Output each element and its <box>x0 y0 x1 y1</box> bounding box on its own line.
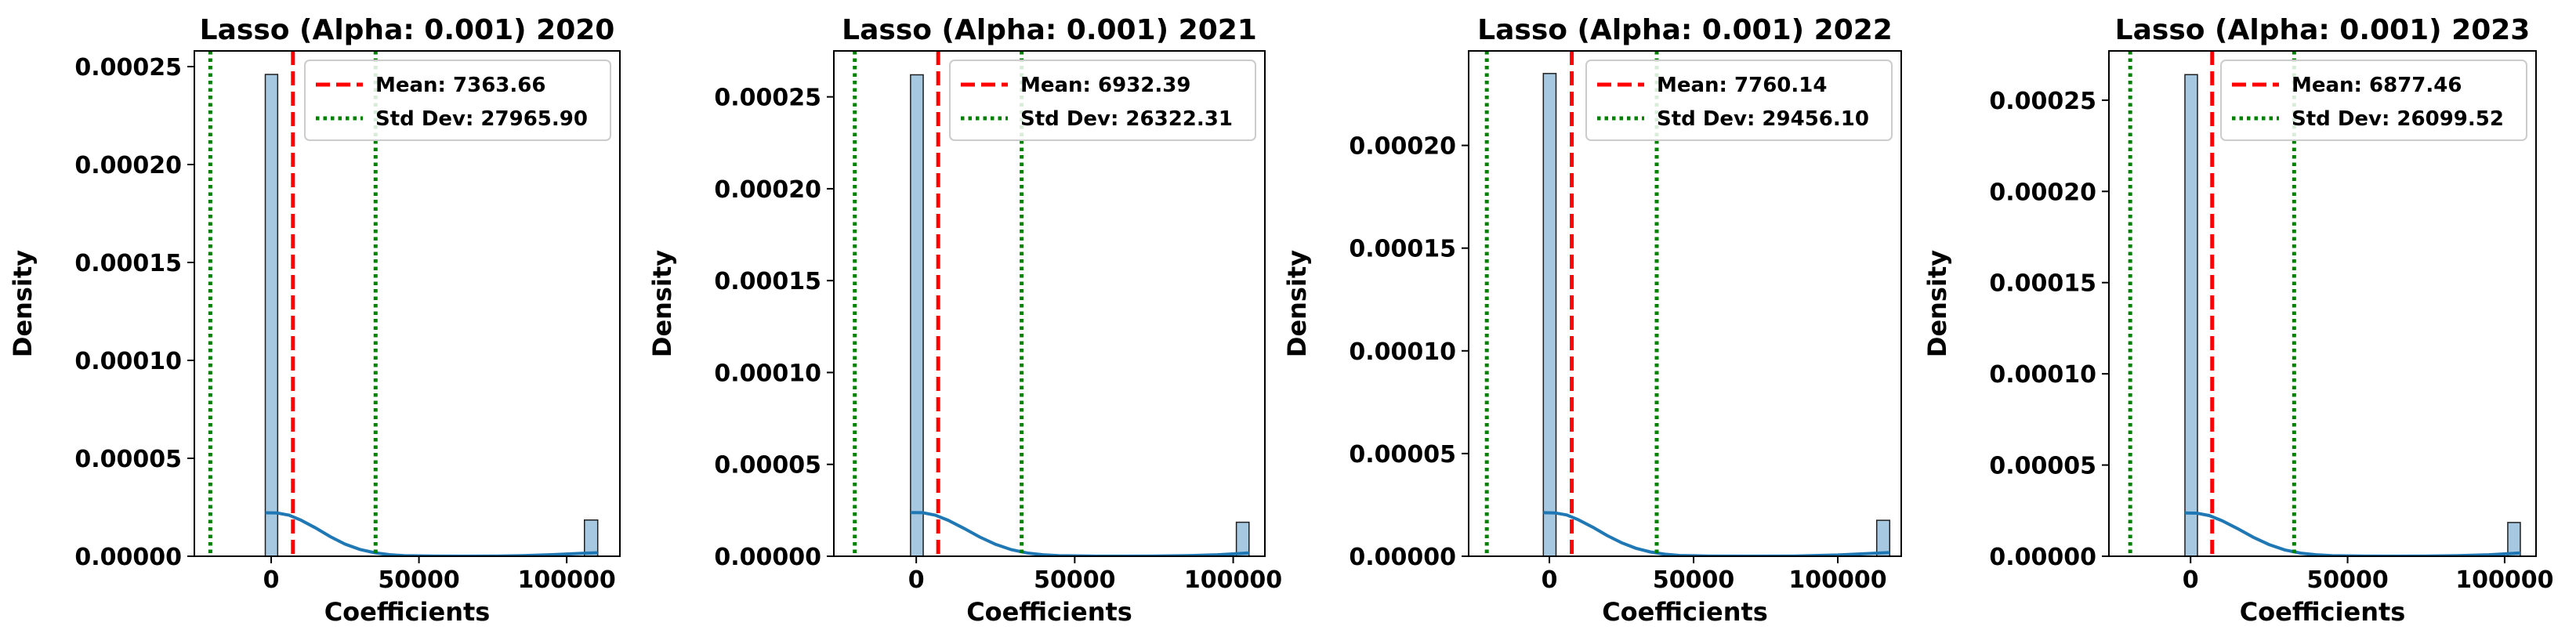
y-axis-label: Density <box>1922 250 1952 357</box>
histogram-bar <box>1875 519 1891 556</box>
histogram-bar <box>2184 74 2198 556</box>
legend-mean-label: Mean: 7760.14 <box>1657 74 1827 97</box>
y-tick-label: 0.00025 <box>74 54 182 81</box>
y-axis-label: Density <box>8 250 38 357</box>
legend-box <box>1585 60 1893 141</box>
y-tick-label: 0.00015 <box>714 268 821 295</box>
y-tick-label: 0.00020 <box>74 152 182 179</box>
kde-curve <box>910 511 1249 556</box>
y-tick-label: 0.00015 <box>1989 270 2096 298</box>
y-axis-label: Density <box>1282 250 1312 357</box>
y-tick-label: 0.00005 <box>1349 441 1456 469</box>
y-tick-label: 0.00000 <box>74 544 182 571</box>
axes-frame <box>833 50 1266 557</box>
x-axis-label: Coefficients <box>324 597 491 627</box>
histogram-bar <box>910 74 924 556</box>
y-tick-label: 0.00005 <box>1989 453 2096 480</box>
x-axis-label: Coefficients <box>1602 597 1768 627</box>
x-tick-label: 100000 <box>1184 566 1282 594</box>
y-tick-label: 0.00015 <box>1349 236 1456 263</box>
x-tick-label: 50000 <box>378 566 459 594</box>
chart-panel-2: 0 50000 100000 0.00000 0.00005 0.00010 0.00015… <box>647 14 1282 627</box>
y-tick-label: 0.00000 <box>714 544 821 571</box>
legend-box <box>949 60 1256 141</box>
y-tick-label: 0.00010 <box>74 348 182 375</box>
legend-mean-label: Mean: 7363.66 <box>375 74 545 97</box>
legend-box <box>2220 60 2527 141</box>
legend: Mean: 7760.14 Std Dev: 29456.10 <box>1585 60 1893 141</box>
chart-panel-4: 0 50000 100000 0.00000 0.00005 0.00010 0.00015… <box>1922 14 2554 627</box>
x-tick-label: 0 <box>1542 566 1558 594</box>
y-tick-label: 0.00010 <box>1349 338 1456 366</box>
x-tick-label: 100000 <box>1788 566 1886 594</box>
legend-box <box>304 60 611 141</box>
histogram-bar <box>264 74 279 556</box>
y-tick-label: 0.00025 <box>1989 88 2096 115</box>
kde-curve <box>265 511 598 556</box>
legend-std-label: Std Dev: 29456.10 <box>1657 107 1869 131</box>
kde-curve <box>1543 511 1890 556</box>
x-axis-label: Coefficients <box>966 597 1132 627</box>
y-tick-label: 0.00025 <box>714 85 821 112</box>
chart-title: Lasso (Alpha: 0.001) 2021 <box>842 14 1257 46</box>
y-tick-label: 0.00000 <box>1989 544 2096 571</box>
x-tick-label: 50000 <box>1034 566 1115 594</box>
x-tick-label: 50000 <box>2306 566 2388 594</box>
y-tick-label: 0.00020 <box>1989 179 2096 206</box>
legend: Mean: 6877.46 Std Dev: 26099.52 <box>2220 60 2527 141</box>
x-tick-label: 0 <box>908 566 925 594</box>
x-axis-label: Coefficients <box>2240 597 2406 627</box>
x-tick-label: 50000 <box>1653 566 1734 594</box>
axes-frame <box>194 50 621 557</box>
histogram-bar <box>2507 522 2521 556</box>
chart-title: Lasso (Alpha: 0.001) 2020 <box>200 14 615 46</box>
y-axis-label: Density <box>647 250 677 357</box>
legend-std-label: Std Dev: 26322.31 <box>1020 107 1233 131</box>
y-tick-label: 0.00015 <box>74 250 182 277</box>
histogram-bar <box>1542 73 1557 556</box>
legend-mean-label: Mean: 6932.39 <box>1020 74 1190 97</box>
axes-frame <box>1468 50 1902 557</box>
x-tick-label: 100000 <box>518 566 616 594</box>
y-tick-label: 0.00010 <box>1989 361 2096 389</box>
legend: Mean: 6932.39 Std Dev: 26322.31 <box>949 60 1256 141</box>
axes-frame <box>2108 50 2537 557</box>
legend: Mean: 7363.66 Std Dev: 27965.90 <box>304 60 611 141</box>
y-tick-label: 0.00005 <box>74 446 182 473</box>
chart-title: Lasso (Alpha: 0.001) 2022 <box>1477 14 1893 46</box>
y-tick-label: 0.00020 <box>1349 133 1456 161</box>
legend-mean-label: Mean: 6877.46 <box>2292 74 2462 97</box>
kde-curve <box>2184 511 2521 556</box>
x-tick-label: 0 <box>2183 566 2199 594</box>
legend-std-label: Std Dev: 26099.52 <box>2292 107 2504 131</box>
y-tick-label: 0.00020 <box>714 176 821 204</box>
legend-std-label: Std Dev: 27965.90 <box>375 107 588 131</box>
y-tick-label: 0.00005 <box>714 452 821 479</box>
y-tick-label: 0.00000 <box>1349 544 1456 571</box>
x-tick-label: 0 <box>263 566 280 594</box>
x-tick-label: 100000 <box>2455 566 2553 594</box>
histogram-bar <box>584 519 599 556</box>
y-tick-label: 0.00010 <box>714 360 821 387</box>
chart-panel-1: 0 50000 100000 0.00000 0.00005 0.00010 0.00015… <box>8 14 621 627</box>
chart-panel-3: 0 50000 100000 0.00000 0.00005 0.00010 0.00015… <box>1282 14 1902 627</box>
chart-title: Lasso (Alpha: 0.001) 2023 <box>2115 14 2531 46</box>
histogram-bar <box>1235 521 1250 556</box>
